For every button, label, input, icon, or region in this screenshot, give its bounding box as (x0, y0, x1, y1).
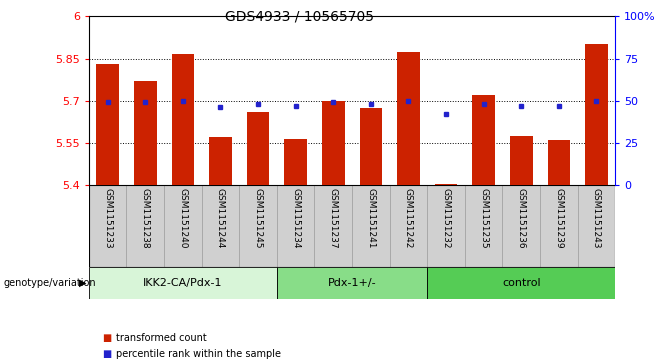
Text: GSM1151233: GSM1151233 (103, 188, 112, 249)
Text: GSM1151245: GSM1151245 (253, 188, 263, 249)
Text: ▶: ▶ (79, 278, 86, 288)
Bar (547, 140, 570, 185)
Text: GSM1151237: GSM1151237 (329, 188, 338, 249)
Text: percentile rank within the sample: percentile rank within the sample (116, 350, 282, 359)
Bar (96, 64, 119, 185)
Bar (585, 44, 608, 185)
Text: GSM1151241: GSM1151241 (367, 188, 375, 249)
Text: control: control (502, 278, 540, 288)
FancyBboxPatch shape (427, 268, 615, 299)
Bar (247, 112, 269, 185)
Bar (172, 54, 194, 185)
Bar (322, 101, 345, 185)
Text: ■: ■ (102, 350, 111, 359)
Text: IKK2-CA/Pdx-1: IKK2-CA/Pdx-1 (143, 278, 222, 288)
Bar (435, 184, 457, 185)
Bar (510, 136, 532, 185)
FancyBboxPatch shape (89, 268, 277, 299)
Text: GSM1151242: GSM1151242 (404, 188, 413, 249)
Bar (472, 95, 495, 185)
Bar (397, 52, 420, 185)
Text: ■: ■ (102, 333, 111, 343)
Text: GSM1151239: GSM1151239 (554, 188, 563, 249)
Bar (284, 139, 307, 185)
Text: GSM1151238: GSM1151238 (141, 188, 150, 249)
Text: GSM1151235: GSM1151235 (479, 188, 488, 249)
FancyBboxPatch shape (277, 268, 427, 299)
Text: GSM1151243: GSM1151243 (592, 188, 601, 249)
Bar (359, 108, 382, 185)
Text: genotype/variation: genotype/variation (3, 278, 96, 288)
Text: GSM1151240: GSM1151240 (178, 188, 188, 249)
Text: GSM1151234: GSM1151234 (291, 188, 300, 249)
Text: GSM1151244: GSM1151244 (216, 188, 225, 249)
Text: GSM1151232: GSM1151232 (442, 188, 451, 249)
Text: GSM1151236: GSM1151236 (517, 188, 526, 249)
Text: GDS4933 / 10565705: GDS4933 / 10565705 (225, 9, 374, 23)
Text: Pdx-1+/-: Pdx-1+/- (328, 278, 376, 288)
Text: transformed count: transformed count (116, 333, 207, 343)
Bar (209, 137, 232, 185)
Bar (134, 81, 157, 185)
